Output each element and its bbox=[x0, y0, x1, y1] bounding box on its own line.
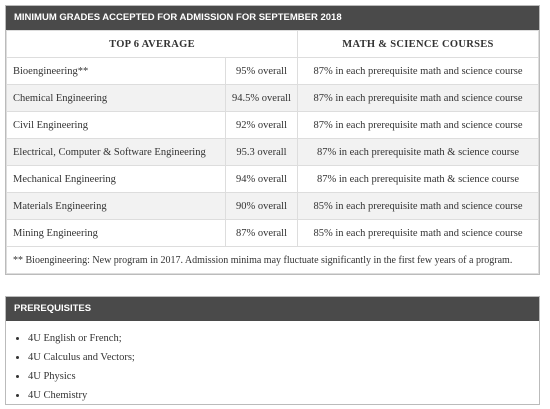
top6-average: 95.3 overall bbox=[225, 138, 298, 166]
program: Materials Engineering bbox=[6, 192, 226, 220]
program: Bioengineering** bbox=[6, 57, 226, 85]
prerequisite-item: 4U English or French; bbox=[28, 329, 539, 348]
grade-row: Mechanical Engineering 94% overall 87% in … bbox=[6, 165, 539, 193]
grade-row: Electrical, Computer & Software Engineer… bbox=[6, 138, 539, 166]
prerequisites-panel: PREREQUISITES 4U English or French;4U Ca… bbox=[5, 296, 540, 405]
program: Chemical Engineering bbox=[6, 84, 226, 112]
footnote: ** Bioengineering: New program in 2017. … bbox=[6, 246, 539, 274]
grades-rows: Bioengineering** 95% overall 87% in each p… bbox=[6, 57, 539, 247]
footnote-row: ** Bioengineering: New program in 2017. … bbox=[6, 246, 539, 274]
prerequisites-title: PREREQUISITES bbox=[6, 297, 539, 321]
grade-row: Mining Engineering 87% overall 85% in each… bbox=[6, 219, 539, 247]
math-science-requirement: 85% in each prerequisite math and scienc… bbox=[297, 219, 539, 247]
top6-average: 94% overall bbox=[225, 165, 298, 193]
program: Civil Engineering bbox=[6, 111, 226, 139]
math-science-requirement: 87% in each prerequisite math and scienc… bbox=[297, 57, 539, 85]
top6-average: 90% overall bbox=[225, 192, 298, 220]
math-science-requirement: 85% in each prerequisite math and scienc… bbox=[297, 192, 539, 220]
top6-average: 95% overall bbox=[225, 57, 298, 85]
grades-panel: MINIMUM GRADES ACCEPTED FOR ADMISSION FO… bbox=[5, 5, 540, 275]
math-science-requirement: 87% in each prerequisite math & science … bbox=[297, 138, 539, 166]
grade-row: Bioengineering** 95% overall 87% in each p… bbox=[6, 57, 539, 85]
prerequisite-item: 4U Chemistry bbox=[28, 386, 539, 405]
grade-row: Materials Engineering 90% overall 85% in e… bbox=[6, 192, 539, 220]
math-science-requirement: 87% in each prerequisite math & science … bbox=[297, 165, 539, 193]
math-science-requirement: 87% in each prerequisite math and scienc… bbox=[297, 84, 539, 112]
program: Mining Engineering bbox=[6, 219, 226, 247]
program: Mechanical Engineering bbox=[6, 165, 226, 193]
top6-average: 87% overall bbox=[225, 219, 298, 247]
grades-title: MINIMUM GRADES ACCEPTED FOR ADMISSION FO… bbox=[6, 6, 539, 30]
program: Electrical, Computer & Software Engineer… bbox=[6, 138, 226, 166]
grade-row: Civil Engineering 92% overall 87% in each … bbox=[6, 111, 539, 139]
math-science-requirement: 87% in each prerequisite math and scienc… bbox=[297, 111, 539, 139]
grades-table: TOP 6 AVERAGE MATH & SCIENCE COURSES Bio… bbox=[6, 30, 539, 274]
column-header: TOP 6 AVERAGE bbox=[6, 30, 298, 58]
prerequisite-item: 4U Calculus and Vectors; bbox=[28, 348, 539, 367]
header-row: TOP 6 AVERAGE MATH & SCIENCE COURSES bbox=[6, 30, 539, 58]
grade-row: Chemical Engineering 94.5% overall 87% in … bbox=[6, 84, 539, 112]
column-header: MATH & SCIENCE COURSES bbox=[297, 30, 539, 58]
prerequisites-list: 4U English or French;4U Calculus and Vec… bbox=[6, 321, 539, 405]
top6-average: 94.5% overall bbox=[225, 84, 298, 112]
top6-average: 92% overall bbox=[225, 111, 298, 139]
prerequisite-item: 4U Physics bbox=[28, 367, 539, 386]
